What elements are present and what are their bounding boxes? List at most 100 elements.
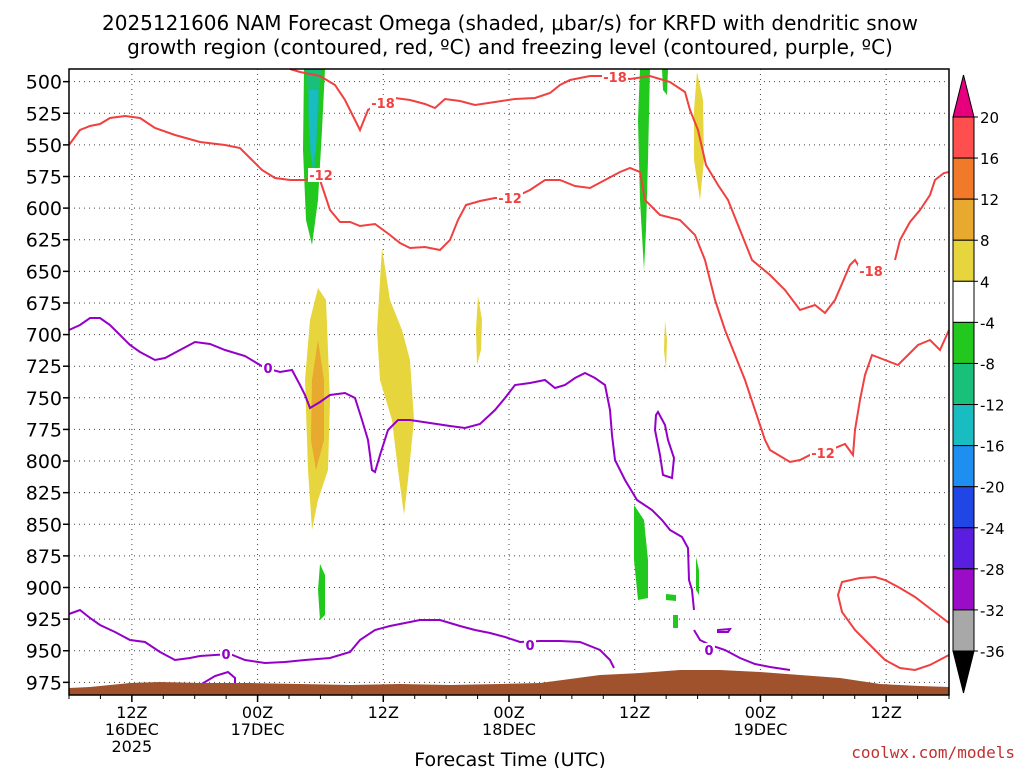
y-tick-label: 750 xyxy=(26,388,62,410)
colorbar-label: -20 xyxy=(980,479,1005,497)
contour-label-red-5: -18 xyxy=(859,265,883,280)
colorbar-swatch xyxy=(952,280,975,323)
colorbar-swatch xyxy=(952,157,975,200)
contour-label-red-3: -12 xyxy=(309,169,333,184)
colorbar-label: 12 xyxy=(980,191,999,209)
colorbar-label: -32 xyxy=(980,602,1005,620)
colorbar-bottom-arrow xyxy=(952,650,975,694)
y-tick-label: 625 xyxy=(26,230,62,252)
x-tick-label: 12Z xyxy=(368,703,399,722)
red-contour-minus12 xyxy=(319,166,950,464)
y-tick-label: 700 xyxy=(26,325,62,347)
y-tick-label: 575 xyxy=(26,166,62,188)
contour-label-purple-4: 0 xyxy=(704,644,713,659)
x-tick-label: 17DEC xyxy=(231,720,285,739)
purple-contours xyxy=(68,317,791,686)
colorbar-top-arrow xyxy=(952,74,975,118)
colorbar-label: 8 xyxy=(980,232,990,250)
x-tick-label: 12Z xyxy=(116,703,147,722)
y-tick-label: 875 xyxy=(26,546,62,568)
colorbar-label: 4 xyxy=(980,273,990,291)
y-tick-label: 675 xyxy=(26,293,62,315)
colorbar-swatch xyxy=(952,239,975,282)
colorbar-swatch xyxy=(952,116,975,159)
chart-title-line2: growth region (contoured, red, ºC) and f… xyxy=(127,35,893,59)
x-tick-label: 00Z xyxy=(745,703,776,722)
contour-label-purple-3: 0 xyxy=(525,639,534,654)
contour-label-purple-1: 0 xyxy=(263,362,272,377)
colorbar-swatch xyxy=(952,568,975,611)
y-tick-label: 825 xyxy=(26,483,62,505)
purple-contour-upper xyxy=(68,317,695,611)
y-tick-label: 925 xyxy=(26,609,62,631)
y-tick-label: 550 xyxy=(26,135,62,157)
colorbar-label: -12 xyxy=(980,397,1005,415)
y-tick-label: 800 xyxy=(26,451,62,473)
colorbar-swatch xyxy=(952,362,975,406)
plot-area xyxy=(69,69,949,695)
y-tick-label: 950 xyxy=(26,641,62,663)
y-tick-label: 775 xyxy=(26,419,62,441)
colorbar-swatch xyxy=(952,404,975,447)
colorbar-label: -8 xyxy=(980,355,995,373)
colorbar-swatch xyxy=(952,445,975,488)
omega-shade-green-5 xyxy=(318,564,325,620)
purple-contour-bottom-right xyxy=(693,629,791,671)
red-contour-lower-right xyxy=(836,575,950,672)
colorbar-label: -36 xyxy=(980,643,1005,661)
omega-shade-yellow-2 xyxy=(377,248,414,515)
contour-label-red-4: -12 xyxy=(498,192,522,207)
terrain-ground xyxy=(69,670,949,695)
contour-label-purple-2: 0 xyxy=(221,648,230,663)
y-axis: 500 525 550 575 600 625 650 675 700 725 750 775 800 8… xyxy=(26,72,69,694)
x-tick-label: 19DEC xyxy=(733,720,787,739)
omega-shade-cyan-1 xyxy=(309,90,318,165)
colorbar-label: -24 xyxy=(980,520,1005,538)
colorbar-swatch xyxy=(952,609,975,652)
omega-shade-yellow-5 xyxy=(664,320,667,370)
colorbar-swatch xyxy=(952,321,975,364)
omega-shading xyxy=(303,69,704,628)
colorbar-swatch xyxy=(952,486,975,529)
chart-title-line1: 2025121606 NAM Forecast Omega (shaded, μ… xyxy=(102,11,918,35)
y-tick-label: 525 xyxy=(26,103,62,125)
omega-shade-green-2 xyxy=(638,69,650,270)
x-tick-label: 12Z xyxy=(619,703,650,722)
y-tick-label: 900 xyxy=(26,578,62,600)
x-tick-label: 16DEC xyxy=(105,720,159,739)
colorbar-label: 16 xyxy=(980,150,999,168)
x-tick-label: 2025 xyxy=(111,737,152,756)
colorbar-label: 20 xyxy=(980,109,999,127)
y-tick-label: 975 xyxy=(26,672,62,694)
purple-contour-lower xyxy=(68,608,615,669)
contour-label-red-1: -18 xyxy=(371,97,395,112)
omega-shade-green-7 xyxy=(666,594,676,601)
x-tick-label: 18DEC xyxy=(482,720,536,739)
purple-contour-small xyxy=(717,627,732,633)
colorbar: 20 16 12 8 4 -4 -8 -12 -16 -20 -24 -28 -32 -36 xyxy=(952,74,1005,694)
purple-contour-loop xyxy=(653,410,676,480)
red-contour-right-upper xyxy=(894,171,950,261)
omega-shade-green-4 xyxy=(634,505,648,600)
colorbar-swatch xyxy=(952,198,975,241)
omega-shade-yellow-3 xyxy=(476,296,482,365)
x-tick-label: 00Z xyxy=(242,703,273,722)
omega-shade-green-8 xyxy=(673,615,678,628)
x-axis-title: Forecast Time (UTC) xyxy=(414,749,605,768)
y-tick-label: 650 xyxy=(26,261,62,283)
colorbar-swatch xyxy=(952,527,975,570)
y-tick-label: 850 xyxy=(26,514,62,536)
colorbar-label: -16 xyxy=(980,438,1005,456)
x-tick-label: 00Z xyxy=(493,703,524,722)
contour-label-red-2: -18 xyxy=(603,71,627,86)
red-contour-minus18-left xyxy=(68,114,321,181)
contour-label-red-6: -12 xyxy=(811,447,835,462)
omega-shade-green-3 xyxy=(662,69,668,95)
colorbar-label: -4 xyxy=(980,314,995,332)
colorbar-label: -28 xyxy=(980,561,1005,579)
purple-contour-bottom-left xyxy=(199,670,236,686)
grid-lines xyxy=(69,69,949,695)
omega-shade-orange-1 xyxy=(311,340,324,470)
